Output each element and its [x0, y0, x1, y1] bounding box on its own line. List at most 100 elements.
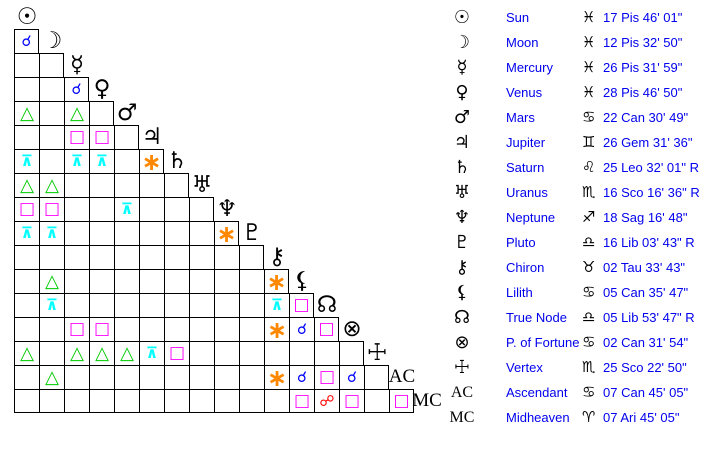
grid-row-lilith: △ ∗ ⚸	[14, 269, 440, 294]
aspect-cell-ascendant-saturn	[164, 365, 189, 389]
planet-position: 12 Pis 32' 50"	[603, 35, 683, 50]
planet-name: Ascendant	[506, 385, 568, 400]
aspect-cell-jupiter-moon	[39, 125, 64, 149]
aspect-cell-pluto-mercury	[64, 221, 89, 245]
planet-glyph-saturn: ♄	[166, 148, 188, 174]
planet-glyph-fortune: ⊗	[342, 316, 362, 342]
planet-glyph-chiron: ⚷	[455, 257, 469, 278]
aspect-cell-saturn-mars	[114, 149, 139, 173]
aspect-cell-chiron-mercury	[64, 245, 89, 269]
square-aspect-icon: □	[318, 367, 336, 387]
zodiac-sign-icon: ♓	[582, 33, 596, 51]
planet-position: 22 Can 30' 49"	[603, 110, 689, 125]
aspect-cell-mars-mercury: △	[64, 101, 89, 125]
planet-name: Saturn	[506, 160, 545, 175]
planet-glyph-moon: ☽	[41, 28, 63, 54]
aspect-cell-chiron-jupiter	[139, 245, 164, 269]
planet-position: 07 Can 45' 05"	[603, 385, 689, 400]
planet-name: Sun	[506, 10, 530, 25]
square-aspect-icon: □	[93, 127, 111, 147]
aspect-cell-chiron-sun	[14, 245, 39, 269]
planet-glyph-pluto: ♇	[453, 232, 471, 253]
aspect-cell-fortune-neptune	[214, 317, 239, 341]
sextile-aspect-icon: ∗	[141, 147, 162, 176]
angle-glyph-midheaven: MC	[412, 390, 442, 411]
planet-name: Chiron	[506, 260, 545, 275]
aspect-cell-neptune-mercury	[64, 197, 89, 221]
planet-glyph-sun: ☉	[16, 4, 38, 30]
aspect-cell-fortune-uranus	[189, 317, 214, 341]
planet-glyph-jupiter: ♃	[141, 124, 163, 150]
zodiac-sign-icon: ♋	[582, 333, 596, 351]
aspect-cell-true-node-mars	[114, 293, 139, 317]
aspect-cell-lilith-mars	[114, 269, 139, 293]
square-aspect-icon: □	[93, 319, 111, 339]
planet-name: Uranus	[506, 185, 548, 200]
angle-glyph-ascendant: AC	[450, 384, 474, 401]
aspect-cell-venus-sun	[14, 77, 39, 101]
planet-glyph-sun: ☉	[453, 7, 471, 28]
grid-row-moon: ☌ ☽	[14, 29, 440, 53]
aspect-cell-neptune-moon: □	[39, 197, 64, 221]
planet-glyph-neptune: ♆	[216, 196, 238, 222]
aspect-cell-vertex-pluto	[239, 341, 264, 365]
aspect-cell-true-node-neptune	[214, 293, 239, 317]
angle-glyph-ascendant: AC	[388, 366, 416, 387]
table-row-pluto: ♇ Pluto ♎ 16 Lib 03' 43" R	[447, 230, 700, 255]
planet-name: P. of Fortune	[506, 335, 580, 350]
table-row-venus: ♀ Venus ♓ 28 Pis 46' 50"	[447, 80, 700, 105]
aspect-cell-midheaven-chiron	[264, 389, 289, 413]
aspect-cell-pluto-jupiter	[139, 221, 164, 245]
planet-glyph-mercury: ☿	[456, 57, 468, 78]
aspect-cell-pluto-moon: ⊼	[39, 221, 64, 245]
quincunx-aspect-icon: ⊼	[145, 344, 159, 362]
aspect-cell-fortune-sun	[14, 317, 39, 341]
aspect-cell-pluto-venus	[89, 221, 114, 245]
aspect-cell-vertex-sun: △	[14, 341, 39, 365]
aspect-cell-uranus-sun: △	[14, 173, 39, 197]
trine-aspect-icon: △	[95, 342, 109, 364]
zodiac-sign-icon: ♐	[582, 208, 596, 226]
planet-name: Vertex	[506, 360, 543, 375]
planet-glyph-venus: ♀	[455, 82, 469, 103]
aspect-cell-lilith-sun	[14, 269, 39, 293]
aspect-cell-true-node-jupiter	[139, 293, 164, 317]
grid-row-saturn: ⊼ ⊼ ⊼ ∗ ♄	[14, 147, 440, 176]
aspect-cell-ascendant-fortune: ☌	[339, 365, 364, 389]
trine-aspect-icon: △	[120, 342, 134, 364]
planet-name: Jupiter	[506, 135, 546, 150]
aspect-cell-pluto-sun: ⊼	[14, 221, 39, 245]
aspect-cell-true-node-mercury	[64, 293, 89, 317]
planet-position: 28 Pis 46' 50"	[603, 85, 683, 100]
square-aspect-icon: □	[68, 319, 86, 339]
grid-row-uranus: △ △ ♅	[14, 173, 440, 197]
aspect-cell-mercury-sun	[14, 53, 39, 77]
aspect-cell-jupiter-sun	[14, 125, 39, 149]
aspect-cell-uranus-mercury	[64, 173, 89, 197]
planet-glyph-neptune: ♆	[453, 207, 471, 228]
zodiac-sign-icon: ♎	[582, 233, 596, 251]
aspect-cell-saturn-moon	[39, 149, 64, 173]
aspect-cell-venus-mercury: ☌	[64, 77, 89, 101]
aspect-cell-vertex-lilith	[289, 341, 314, 365]
sextile-aspect-icon: ∗	[266, 315, 288, 344]
aspect-cell-pluto-saturn	[164, 221, 189, 245]
table-row-lilith: ⚸ Lilith ♋ 05 Can 35' 47"	[447, 280, 700, 305]
zodiac-sign-icon: ♓	[582, 58, 596, 76]
planet-glyph-mars: ♂	[116, 100, 138, 126]
table-row-mercury: ☿ Mercury ♓ 26 Pis 31' 59"	[447, 55, 700, 80]
aspect-cell-chiron-moon	[39, 245, 64, 269]
aspect-cell-saturn-mercury: ⊼	[64, 149, 89, 173]
aspect-cell-jupiter-venus: □	[89, 125, 114, 149]
aspect-cell-fortune-moon	[39, 317, 64, 341]
aspect-cell-midheaven-moon	[39, 389, 64, 413]
aspect-cell-saturn-venus: ⊼	[89, 149, 114, 173]
aspect-cell-chiron-pluto	[239, 245, 264, 269]
aspect-cell-ascendant-mars	[114, 365, 139, 389]
aspect-cell-true-node-uranus	[189, 293, 214, 317]
aspect-cell-lilith-saturn	[164, 269, 189, 293]
square-aspect-icon: □	[343, 390, 361, 411]
quincunx-aspect-icon: ⊼	[95, 152, 109, 170]
aspect-cell-true-node-pluto	[239, 293, 264, 317]
aspect-cell-true-node-sun	[14, 293, 39, 317]
